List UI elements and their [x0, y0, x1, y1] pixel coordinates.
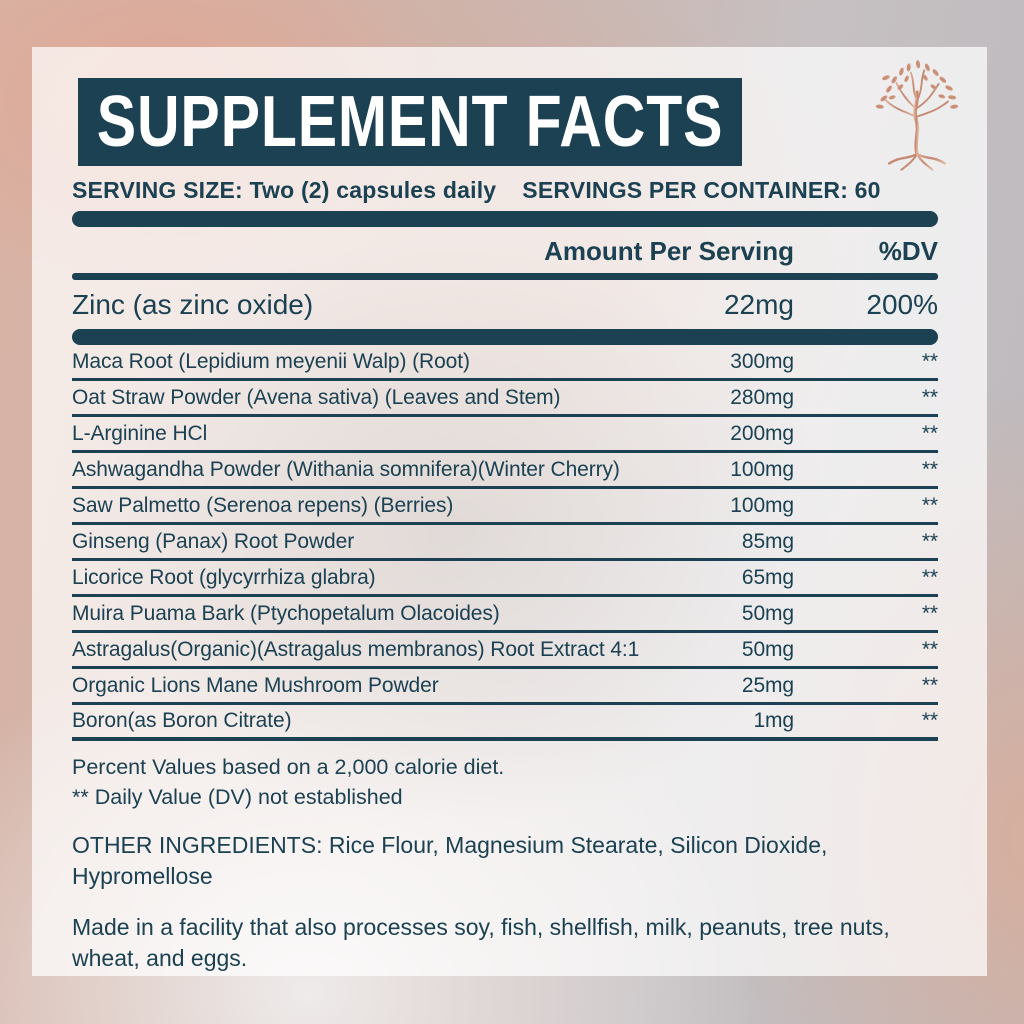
supplement-facts-panel: SUPPLEMENT FACTS	[32, 47, 987, 976]
ingredient-amount: 85mg	[741, 529, 794, 553]
ingredient-dv: **	[921, 529, 938, 553]
title-banner: SUPPLEMENT FACTS	[78, 78, 742, 166]
table-row: Oat Straw Powder (Avena sativa) (Leaves …	[72, 381, 938, 417]
ingredient-amount: 25mg	[741, 673, 794, 697]
ingredient-amount: 50mg	[741, 601, 794, 625]
ingredient-amount: 100mg	[730, 493, 794, 517]
ingredient-amount: 300mg	[730, 349, 794, 373]
other-ingredients-note: OTHER INGREDIENTS: Rice Flour, Magnesium…	[72, 831, 828, 889]
table-row: Astragalus(Organic)(Astragalus membranos…	[72, 633, 938, 669]
table-header-row: Amount Per Serving %DV	[72, 229, 938, 273]
servings-per-container: SERVINGS PER CONTAINER: 60	[522, 177, 881, 203]
table-row: Maca Root (Lepidium meyenii Walp) (Root)…	[72, 345, 938, 381]
table-row: Boron(as Boron Citrate) 1mg **	[72, 705, 938, 741]
ingredient-name: Ginseng (Panax) Root Powder	[72, 529, 355, 553]
serving-info: SERVING SIZE: Two (2) capsules daily SER…	[72, 177, 952, 204]
ingredient-dv: **	[921, 637, 938, 661]
table-row: Saw Palmetto (Serenoa repens) (Berries) …	[72, 489, 938, 525]
ingredient-amount: 1mg	[753, 709, 794, 732]
table-row: Licorice Root (glycyrrhiza glabra) 65mg …	[72, 561, 938, 597]
ingredient-name: Ashwagandha Powder (Withania somnifera)(…	[72, 457, 620, 481]
ingredient-name: Astragalus(Organic)(Astragalus membranos…	[72, 637, 640, 661]
footnote-daily-value: ** Daily Value (DV) not established	[72, 785, 403, 810]
ingredient-amount: 200mg	[730, 421, 794, 445]
ingredient-dv: **	[921, 457, 938, 481]
ingredient-amount: 100mg	[730, 457, 794, 481]
column-header-amount: Amount Per Serving	[544, 235, 794, 266]
ingredient-dv: **	[921, 565, 938, 589]
ingredient-dv: 200%	[866, 288, 938, 320]
ingredient-amount: 22mg	[723, 288, 794, 320]
ingredient-name: Licorice Root (glycyrrhiza glabra)	[72, 565, 376, 589]
ingredient-name: Saw Palmetto (Serenoa repens) (Berries)	[72, 493, 454, 517]
table-row-featured: Zinc (as zinc oxide) 22mg 200%	[72, 280, 938, 329]
ingredient-dv: **	[921, 709, 938, 732]
tree-of-life-icon	[875, 60, 959, 171]
table-row: Ashwagandha Powder (Withania somnifera)(…	[72, 453, 938, 489]
table-row: Ginseng (Panax) Root Powder 85mg **	[72, 525, 938, 561]
ingredient-rows: Maca Root (Lepidium meyenii Walp) (Root)…	[72, 345, 938, 741]
ingredient-name: Oat Straw Powder (Avena sativa) (Leaves …	[72, 385, 561, 409]
ingredient-amount: 65mg	[741, 565, 794, 589]
ingredient-dv: **	[921, 601, 938, 625]
ingredient-name: Organic Lions Mane Mushroom Powder	[72, 673, 439, 697]
ingredient-dv: **	[921, 673, 938, 697]
divider-medium	[72, 273, 938, 280]
ingredient-dv: **	[921, 493, 938, 517]
ingredient-amount: 280mg	[730, 385, 794, 409]
divider-thick	[72, 329, 938, 345]
table-row: Organic Lions Mane Mushroom Powder 25mg …	[72, 669, 938, 705]
ingredient-dv: **	[921, 421, 938, 445]
ingredient-name: Muira Puama Bark (Ptychopetalum Olacoide…	[72, 601, 500, 625]
column-header-dv: %DV	[878, 235, 938, 266]
page-title: SUPPLEMENT FACTS	[96, 82, 724, 162]
footnote-percent-values: Percent Values based on a 2,000 calorie …	[72, 755, 505, 779]
table-row: L-Arginine HCl 200mg **	[72, 417, 938, 453]
ingredient-name: L-Arginine HCl	[72, 421, 208, 445]
divider-thick	[72, 211, 938, 227]
serving-size: SERVING SIZE: Two (2) capsules daily	[72, 177, 497, 203]
facts-table: Amount Per Serving %DV Zinc (as zinc oxi…	[72, 205, 938, 974]
ingredient-name: Boron(as Boron Citrate)	[72, 709, 292, 732]
ingredient-name: Maca Root (Lepidium meyenii Walp) (Root)	[72, 349, 470, 373]
ingredient-name: Zinc (as zinc oxide)	[72, 288, 314, 320]
allergen-note: Made in a facility that also processes s…	[72, 913, 890, 971]
ingredient-dv: **	[921, 385, 938, 409]
ingredient-amount: 50mg	[741, 637, 794, 661]
table-row: Muira Puama Bark (Ptychopetalum Olacoide…	[72, 597, 938, 633]
ingredient-dv: **	[921, 349, 938, 373]
